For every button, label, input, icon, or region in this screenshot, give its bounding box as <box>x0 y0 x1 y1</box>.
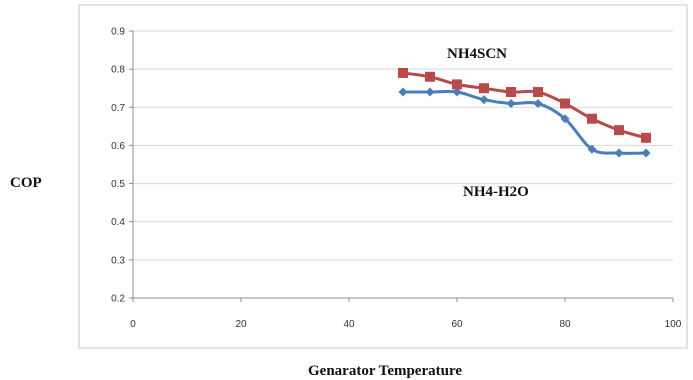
y-tick-label: 0.5 <box>111 179 125 190</box>
x-tick-label: 40 <box>343 319 355 330</box>
data-point-square <box>533 87 543 98</box>
y-tick-label: 0.9 <box>111 27 125 38</box>
x-tick-label: 80 <box>559 319 571 330</box>
data-point-square <box>506 87 516 98</box>
x-tick-labels: 0 20 40 60 80 100 <box>130 319 682 330</box>
data-point-diamond <box>560 114 570 124</box>
data-point-diamond <box>614 148 624 158</box>
y-tick-label: 0.6 <box>111 141 125 152</box>
data-point-square <box>614 125 624 136</box>
y-tick-labels: 0.2 0.3 0.4 0.5 0.6 0.7 0.8 0.9 <box>111 27 125 305</box>
data-point-diamond <box>479 95 489 105</box>
y-tick-label: 0.2 <box>111 294 125 305</box>
series-nh4scn <box>398 67 651 143</box>
y-tick-label: 0.8 <box>111 65 125 76</box>
x-tick-label: 20 <box>235 319 247 330</box>
chart-frame <box>78 4 688 349</box>
grid-lines <box>129 30 674 302</box>
data-point-diamond <box>506 98 516 108</box>
series-label-nh4-h2o: NH4-H2O <box>463 184 529 200</box>
y-tick-label: 0.4 <box>111 217 125 228</box>
data-point-diamond <box>587 144 597 154</box>
data-point-diamond <box>641 148 651 158</box>
y-tick-label: 0.3 <box>111 255 125 266</box>
x-axis-title: Genarator Temperature <box>308 363 462 379</box>
series-label-nh4scn: NH4SCN <box>447 46 507 62</box>
x-tick-label: 60 <box>451 319 463 330</box>
series-layer <box>398 67 651 158</box>
y-tick-label: 0.7 <box>111 103 125 114</box>
series-line <box>403 89 647 155</box>
data-point-diamond <box>452 87 462 97</box>
y-axis-title: COP <box>10 175 42 191</box>
series-line <box>402 71 647 140</box>
series-nh4-h2o <box>398 87 651 158</box>
data-point-square <box>641 132 651 143</box>
data-point-square <box>398 67 408 78</box>
x-tick-label: 100 <box>665 319 682 330</box>
data-point-square <box>452 79 462 90</box>
data-point-square <box>425 71 435 82</box>
data-point-square <box>560 98 570 109</box>
data-point-square <box>479 83 489 94</box>
data-point-diamond <box>533 98 543 108</box>
data-point-diamond <box>398 87 408 97</box>
x-tick-label: 0 <box>130 319 136 330</box>
data-point-diamond <box>425 87 435 97</box>
data-point-square <box>587 113 597 124</box>
